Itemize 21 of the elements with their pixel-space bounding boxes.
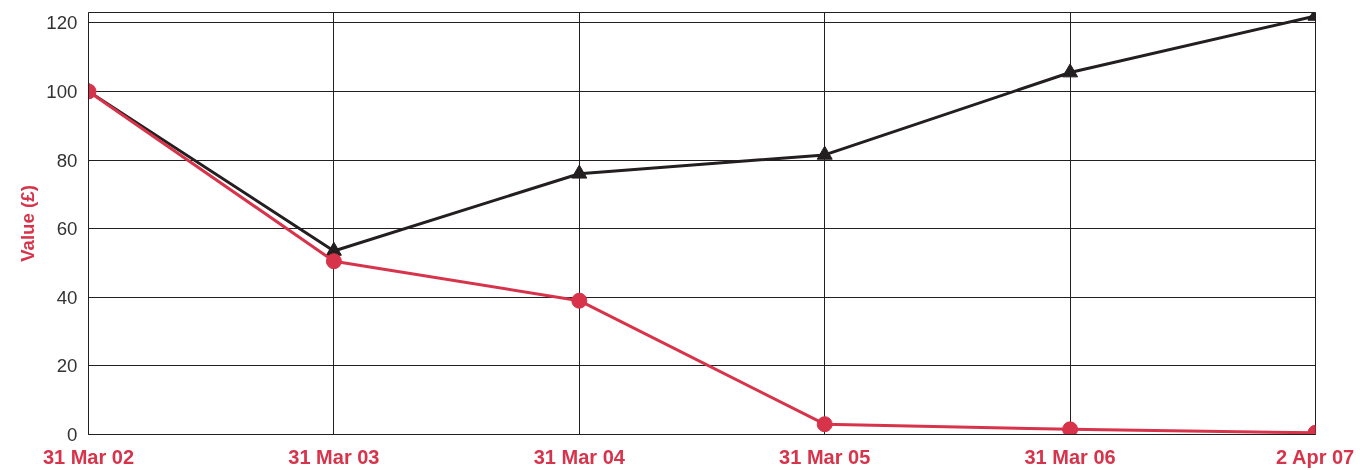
x-tick-label: 31 Mar 03 xyxy=(288,445,380,468)
point xyxy=(571,292,588,309)
y-tick-label: 100 xyxy=(46,80,78,102)
point xyxy=(1062,421,1079,435)
x-tick-label: 31 Mar 02 xyxy=(42,445,135,468)
point xyxy=(325,253,342,270)
point xyxy=(1062,63,1079,78)
x-tick-label: 31 Mar 06 xyxy=(1024,445,1116,468)
x-tick-label: 2 Apr 07 xyxy=(1276,445,1355,468)
y-tick-label: 20 xyxy=(56,355,78,377)
y-tick-label: 0 xyxy=(67,424,78,445)
point xyxy=(816,416,833,433)
y-tick-label: 60 xyxy=(56,218,78,240)
y-axis-title: Value (£) xyxy=(17,185,39,262)
x-tick-label: 31 Mar 05 xyxy=(779,445,871,468)
x-tick-label: 31 Mar 04 xyxy=(533,445,626,468)
y-tick-label: 40 xyxy=(56,286,78,308)
point xyxy=(816,145,833,160)
point xyxy=(571,164,588,179)
y-tick-label: 80 xyxy=(56,149,78,171)
y-tick-label: 120 xyxy=(46,12,78,34)
